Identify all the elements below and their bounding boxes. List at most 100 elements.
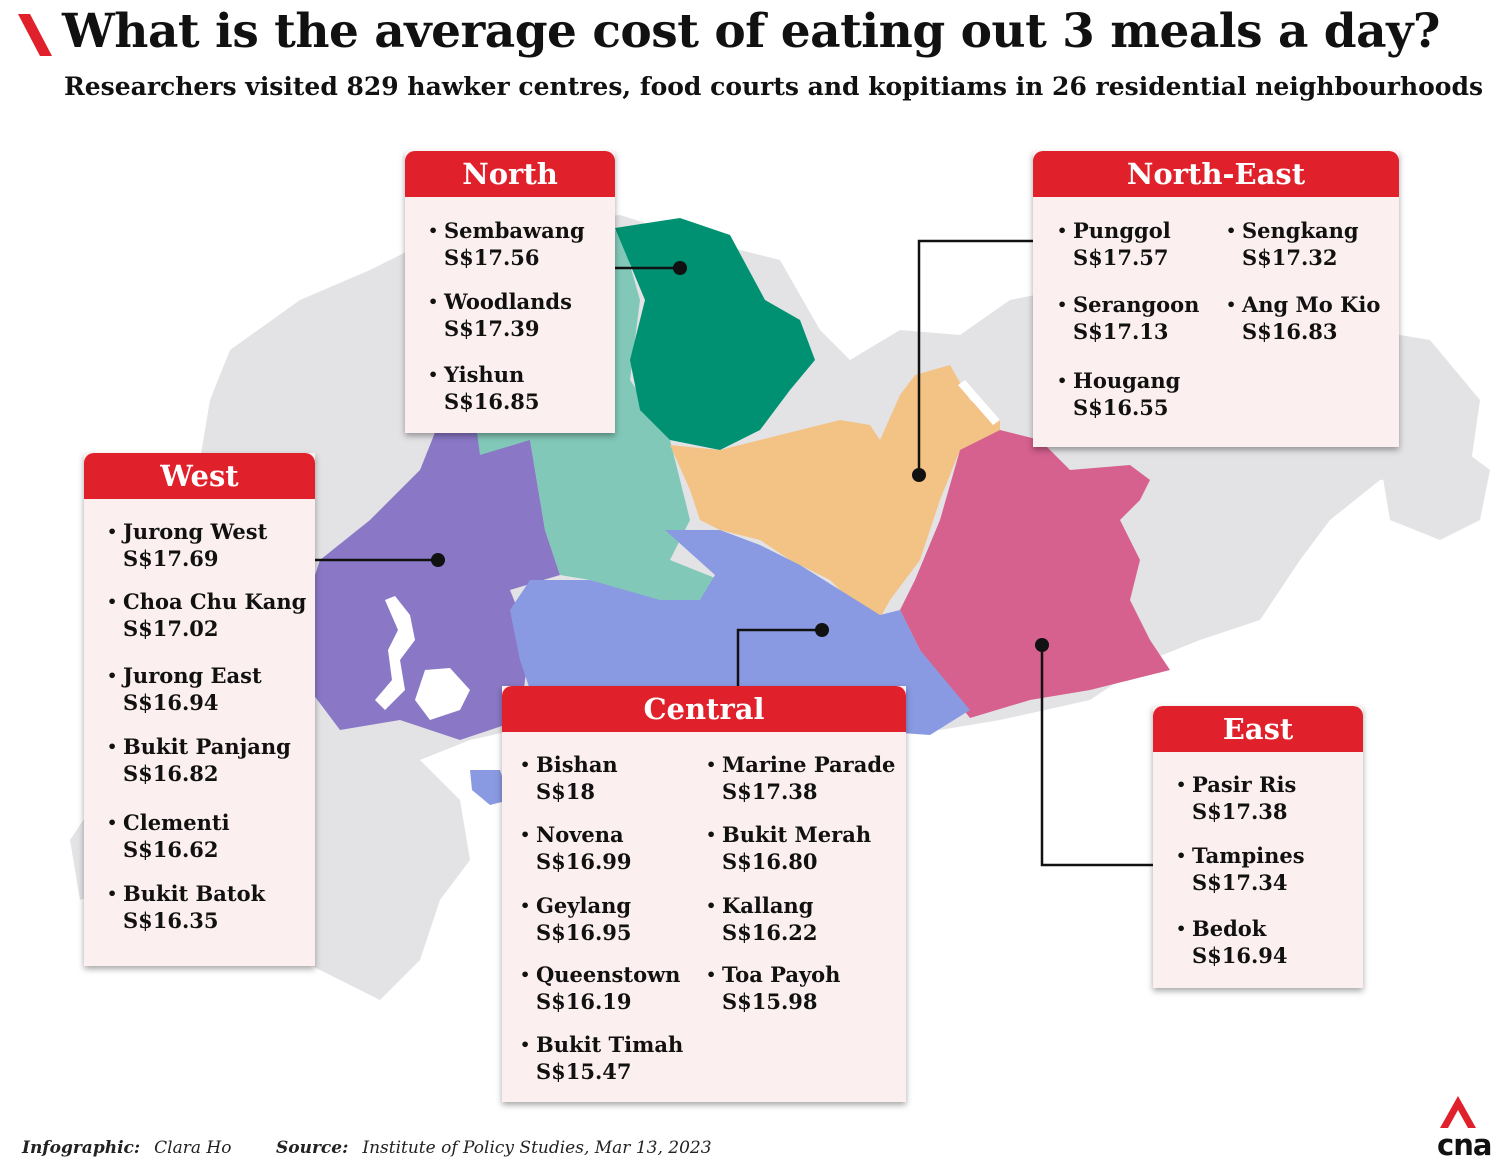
region-west-shape [300,420,560,740]
bullet-mark: • [1176,846,1187,865]
north-east-connector-line [917,239,1035,475]
west-entry-3: • Jurong East S$16.94 [107,662,262,716]
bullet-mark: • [1057,295,1068,314]
central-entry-1: • Bishan S$18 [520,751,618,805]
north-east-entry-3: • Serangoon S$17.13 [1057,291,1199,345]
meal-cost: S$17.69 [123,546,219,571]
north-region-card: North • Sembawang S$17.56 • Woodlands S$… [405,151,615,433]
neighbourhood-name: Choa Chu Kang [123,589,307,614]
bullet-mark: • [520,755,531,774]
meal-cost: S$15.47 [536,1059,632,1084]
neighbourhood-name: Pasir Ris [1192,772,1297,797]
bullet-mark: • [520,965,531,984]
source-label: Source: [276,1138,349,1158]
bullet-mark: • [107,522,118,541]
connector-lines [314,239,1155,867]
central-connector-dot [815,623,829,637]
meal-cost: S$17.13 [1073,319,1169,344]
meal-cost: S$16.19 [536,989,632,1014]
meal-cost: S$16.94 [123,690,219,715]
title-slash-mark [18,14,52,56]
central-entry-5: • Geylang S$16.95 [520,892,632,946]
west-region-heading: West [84,453,315,499]
north-east-entry-1: • Punggol S$17.57 [1057,217,1171,271]
meal-cost: S$16.94 [1192,943,1288,968]
credit-name: Clara Ho [154,1138,232,1158]
bullet-mark: • [520,825,531,844]
north-entry-3: • Yishun S$16.85 [428,361,540,415]
central-entry-8: • Toa Payoh S$15.98 [706,961,840,1015]
neighbourhood-name: Bukit Merah [722,822,872,847]
land-southwest-islands [280,740,470,1000]
footer-credit: Infographic: Clara Ho [22,1138,231,1158]
neighbourhood-name: Woodlands [444,289,572,314]
water-jurong-channel [375,596,415,710]
west-entry-2: • Choa Chu Kang S$17.02 [107,588,307,642]
central-entry-9: • Bukit Timah S$15.47 [520,1031,683,1085]
neighbourhood-name: Ang Mo Kio [1242,292,1381,317]
bullet-mark: • [1057,371,1068,390]
bullet-mark: • [1176,775,1187,794]
bullet-mark: • [706,965,717,984]
west-entry-1: • Jurong West S$17.69 [107,518,268,572]
neighbourhood-name: Jurong West [123,519,268,544]
water-jurong-island [415,668,470,720]
east-entry-3: • Bedok S$16.94 [1176,915,1288,969]
neighbourhood-name: Punggol [1073,218,1171,243]
neighbourhood-name: Queenstown [536,962,681,987]
meal-cost: S$15.98 [722,989,818,1014]
region-north-shape [615,218,815,450]
page-title: What is the average cost of eating out 3… [62,4,1440,59]
region-north-east-shape [670,365,1000,618]
bullet-mark: • [520,896,531,915]
central-entry-3: • Novena S$16.99 [520,821,632,875]
north-region-heading: North [405,151,615,197]
meal-cost: S$16.99 [536,849,632,874]
region-central-shape [510,530,970,735]
neighbourhood-name: Bishan [536,752,618,777]
neighbourhood-name: Bedok [1192,916,1267,941]
bullet-mark: • [428,292,439,311]
north-connector-dot [673,261,687,275]
east-connector-line [1040,645,1155,867]
meal-cost: S$16.55 [1073,395,1169,420]
west-connector-dot [431,553,445,567]
north-east-region-card: North-East • Punggol S$17.57 • Sengkang … [1033,151,1399,447]
bullet-mark: • [1176,919,1187,938]
bullet-mark: • [107,666,118,685]
meal-cost: S$16.80 [722,849,818,874]
north-east-region-heading: North-East [1033,151,1399,197]
map-water-features [375,380,1000,720]
neighbourhood-name: Bukit Batok [123,881,266,906]
credit-label: Infographic: [22,1138,141,1158]
east-region-heading: East [1153,706,1363,752]
meal-cost: S$16.85 [444,389,540,414]
source-text: Institute of Policy Studies, Mar 13, 202… [362,1138,712,1158]
meal-cost: S$16.95 [536,920,632,945]
neighbourhood-name: Bukit Panjang [123,734,291,759]
meal-cost: S$16.82 [123,761,219,786]
cna-logo-text: cna [1437,1128,1492,1162]
region-central-island [470,770,510,805]
neighbourhood-name: Sengkang [1242,218,1359,243]
meal-cost: S$16.62 [123,837,219,862]
bullet-mark: • [107,592,118,611]
north-east-entry-5: • Hougang S$16.55 [1057,367,1180,421]
meal-cost: S$17.38 [1192,799,1288,824]
neighbourhood-name: Yishun [444,362,525,387]
bullet-mark: • [706,755,717,774]
north-entry-2: • Woodlands S$17.39 [428,288,572,342]
footer-source: Source: Institute of Policy Studies, Mar … [276,1138,712,1158]
meal-cost: S$16.35 [123,908,219,933]
north-entry-1: • Sembawang S$17.56 [428,217,585,271]
neighbourhood-name: Clementi [123,810,230,835]
bullet-mark: • [107,737,118,756]
cna-logo-icon [1440,1096,1476,1128]
bullet-mark: • [107,813,118,832]
central-region-card: Central • Bishan S$18 • Marine Parade S$… [502,686,906,1102]
connector-dots [431,261,1049,652]
west-entry-4: • Bukit Panjang S$16.82 [107,733,291,787]
central-entry-4: • Bukit Merah S$16.80 [706,821,872,875]
neighbourhood-name: Marine Parade [722,752,896,777]
meal-cost: S$16.22 [722,920,818,945]
